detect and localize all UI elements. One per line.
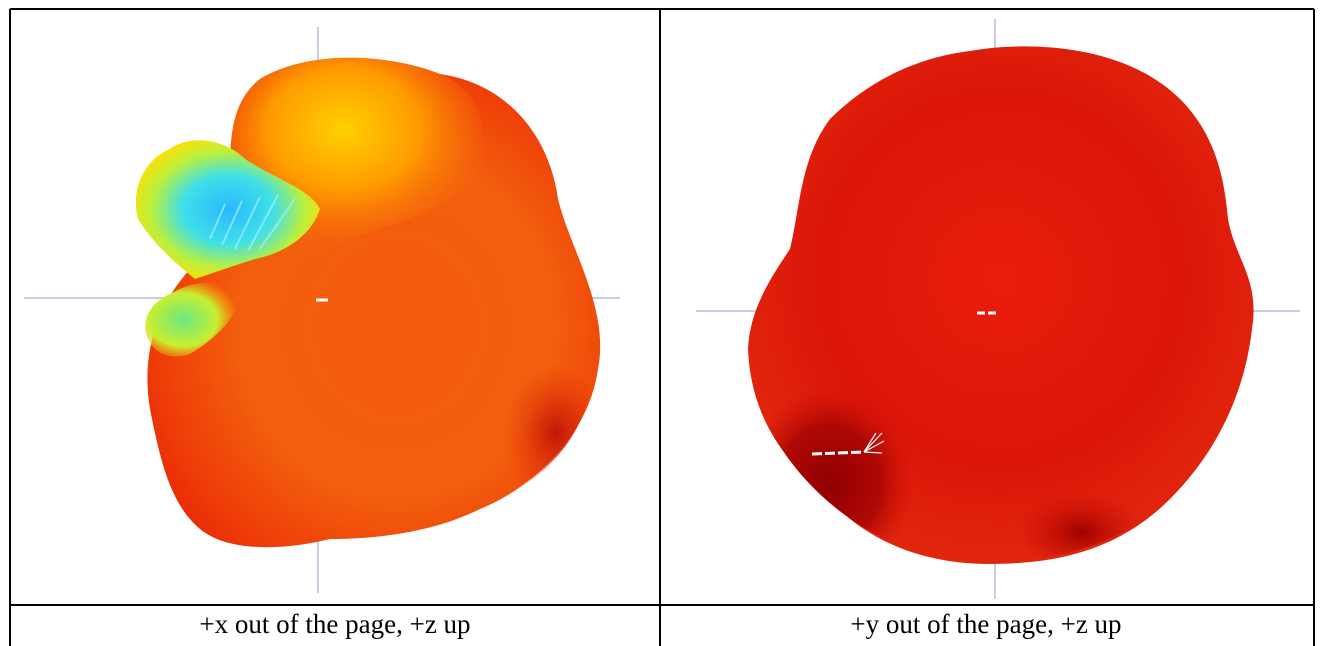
lower-left-lobe (145, 282, 240, 357)
panel-y-view (660, 9, 1312, 605)
panel-x-view (10, 9, 660, 605)
caption-y-view: +y out of the page, +z up (850, 609, 1122, 639)
lobe-streaks (209, 194, 296, 252)
lower-marker (811, 432, 885, 456)
dark-lower-region (951, 429, 1160, 562)
caption-x-view: +x out of the page, +z up (199, 609, 471, 639)
dark-lower-left-region (756, 309, 968, 549)
darker-right-region (436, 309, 590, 509)
radiation-pattern-y-view (696, 19, 1300, 599)
upper-left-lobe (135, 140, 320, 279)
radiation-pattern-x-view (24, 27, 620, 593)
